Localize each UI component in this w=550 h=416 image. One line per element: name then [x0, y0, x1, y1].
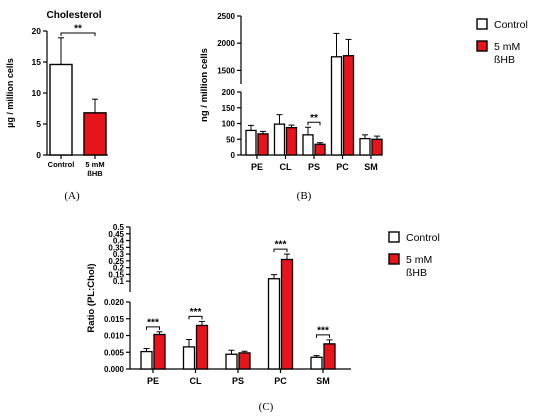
significance-bracket-line	[273, 248, 288, 253]
y-tick-label: 0.015	[104, 315, 125, 324]
panel-c-chart: Ratio (PL:Chol) 0.000 0.005 0.010 0.015 0.020…	[86, 223, 351, 413]
x-tick-label: SM	[316, 376, 330, 386]
x-tick-label: PS	[308, 162, 320, 172]
y-tick-label: 0.25	[108, 257, 124, 266]
legend-swatch-bhb	[388, 253, 400, 265]
significance-bracket-label: **	[74, 24, 82, 35]
y-tick-label: 0.4	[113, 237, 125, 246]
y-tick-label: 2500	[217, 12, 235, 21]
panel-label: (B)	[297, 190, 312, 202]
bar-bhb	[83, 112, 107, 156]
x-tick-label: Control	[48, 160, 75, 169]
x-tick-label: PC	[336, 162, 349, 172]
x-tick-label: PE	[147, 376, 159, 386]
y-tick-label: 200	[222, 88, 236, 97]
y-tick-label: 100	[222, 120, 236, 129]
significance-bracket-line	[146, 326, 160, 330]
legend-swatch-control	[388, 231, 400, 243]
x-tick-label: ßHB	[87, 169, 103, 178]
significance-bracket-line	[60, 32, 96, 36]
legend-swatch-control	[476, 18, 488, 30]
legend-label-control: Control	[494, 19, 528, 31]
y-tick-label: 0.3	[113, 250, 125, 259]
y-tick-label: 0.2	[113, 264, 125, 273]
bar-bhb	[257, 133, 269, 156]
bar-control	[245, 129, 257, 156]
legend-label-bhb-line2: ßHB	[406, 267, 427, 279]
y-tick-label: 0.010	[104, 332, 125, 341]
panel-a-chart: Cholesterol µg / million cells 0 5 10 15 20 Con…	[5, 10, 108, 202]
bar-control	[225, 353, 238, 370]
bar-control	[359, 137, 371, 156]
bar-bhb	[285, 126, 298, 156]
x-tick-label: SM	[364, 162, 378, 172]
bar-bhb	[342, 55, 355, 156]
y-tick-label: 0.5	[113, 223, 125, 232]
legend-label-bhb-line2: ßHB	[494, 54, 515, 66]
y-tick-label: 0.020	[104, 298, 125, 307]
bar-control	[302, 134, 314, 156]
panel-b-chart: ng / million cells 0 50 100 150 200 1500 2000 25…	[199, 12, 383, 202]
significance-bracket-line	[316, 334, 330, 338]
significance-bracket-label: ***	[147, 317, 159, 328]
y-tick-label: 20	[32, 26, 42, 36]
y-axis-label: Ratio (PL:Chol)	[86, 263, 97, 332]
significance-bracket-label: ***	[317, 325, 329, 336]
legend-swatch-bhb	[476, 40, 488, 52]
y-tick-label: 0	[231, 151, 236, 160]
bar-control	[310, 356, 323, 370]
bar-bhb	[371, 138, 383, 156]
significance-bracket-label: **	[310, 113, 318, 124]
y-tick-label: 0.15	[108, 270, 124, 279]
x-tick-label: PE	[251, 162, 263, 172]
y-tick-label: 150	[222, 104, 236, 113]
bar-bhb	[238, 352, 251, 370]
y-tick-label: 0.45	[108, 230, 124, 239]
y-axis-label: ng / million cells	[199, 48, 210, 122]
significance-bracket-line	[307, 121, 321, 126]
bar-control	[267, 278, 281, 370]
y-tick-label: 2000	[217, 39, 235, 48]
y-tick-label: 0	[36, 150, 41, 160]
y-tick-label: 10	[32, 88, 42, 98]
y-axis-label: µg / million cells	[5, 58, 15, 128]
significance-bracket-line	[188, 315, 203, 320]
y-tick-label: 0.005	[104, 348, 125, 357]
x-tick-label: CL	[190, 376, 202, 386]
y-tick-label: 50	[226, 135, 235, 144]
y-tick-label: 5	[36, 119, 41, 129]
x-tick-label: CL	[280, 162, 292, 172]
y-tick-label: 15	[32, 57, 42, 67]
bar-control	[49, 63, 73, 156]
legend-label-bhb: 5 mM	[406, 254, 432, 266]
bar-bhb	[323, 343, 336, 370]
significance-bracket-label: ***	[275, 240, 287, 251]
panel-label: (A)	[64, 190, 80, 202]
y-tick-label: 0.000	[104, 365, 125, 374]
bar-bhb	[195, 324, 209, 370]
chart-title: Cholesterol	[46, 10, 101, 21]
bar-bhb	[314, 143, 326, 156]
legend-label-control: Control	[406, 232, 440, 244]
bar-bhb	[153, 333, 166, 370]
bar-control	[182, 346, 196, 370]
y-tick-label: 1500	[217, 66, 235, 75]
panel-label: (C)	[259, 401, 274, 413]
bar-control	[273, 123, 286, 156]
x-tick-label: PS	[232, 376, 244, 386]
y-tick-label: 0.1	[113, 277, 125, 286]
y-tick-label: 0.35	[108, 243, 124, 252]
legend-label-bhb: 5 mM	[494, 41, 520, 53]
x-tick-label: PC	[274, 376, 287, 386]
bar-bhb	[280, 258, 294, 370]
significance-bracket-label: ***	[190, 307, 202, 318]
bar-control	[140, 350, 153, 370]
x-tick-label: 5 mM	[85, 160, 104, 169]
bar-control	[330, 56, 343, 156]
